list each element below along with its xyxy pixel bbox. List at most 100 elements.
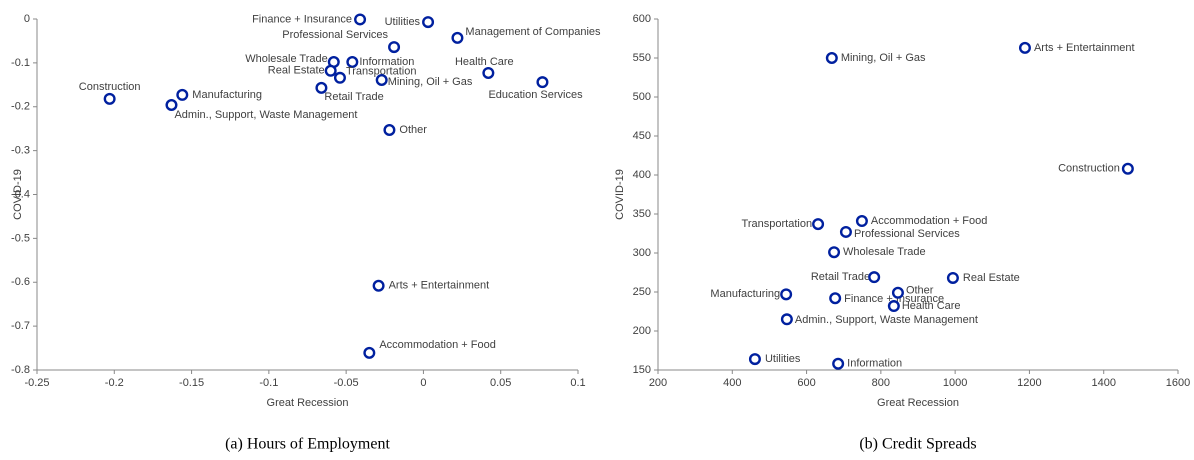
point-label: Construction <box>79 81 141 93</box>
point-label: Manufacturing <box>192 89 262 101</box>
point <box>372 279 385 292</box>
y-tick-label: -0.6 <box>11 276 30 288</box>
point <box>946 271 959 284</box>
y-tick-label: -0.7 <box>11 320 30 332</box>
point-label: Accommodation + Food <box>871 215 987 227</box>
y-tick-label: 250 <box>633 286 651 298</box>
y-tick-label: 0 <box>24 13 30 25</box>
y-tick-label: 150 <box>633 364 651 376</box>
y-tick-label: -0.8 <box>11 364 30 376</box>
x-tick-label: 0.1 <box>570 377 585 389</box>
point-label: Finance + Insurance <box>844 293 944 305</box>
point <box>451 31 464 44</box>
point-label: Retail Trade <box>811 271 870 283</box>
caption: (a) Hours of Employment <box>225 436 390 453</box>
point <box>839 225 852 238</box>
point-label: Arts + Entertainment <box>1034 42 1135 54</box>
point <box>1121 162 1134 175</box>
x-tick-label: -0.05 <box>334 377 359 389</box>
point <box>855 215 868 228</box>
point-label: Admin., Support, Waste Management <box>795 314 978 326</box>
point <box>482 66 495 79</box>
point-label: Transportation <box>346 66 417 78</box>
point-label: Transportation <box>742 218 813 230</box>
x-tick-label: 200 <box>649 377 667 389</box>
point <box>165 98 178 111</box>
point-label: Mining, Oil + Gas <box>841 52 926 64</box>
y-tick-label: -0.2 <box>11 101 30 113</box>
y-tick-label: 300 <box>633 247 651 259</box>
point <box>324 64 337 77</box>
point <box>828 246 841 259</box>
point <box>829 292 842 305</box>
point <box>780 313 793 326</box>
point <box>375 73 388 86</box>
point <box>354 13 367 26</box>
x-tick-label: 1600 <box>1166 377 1190 389</box>
point-label: Manufacturing <box>710 288 780 300</box>
x-tick-label: 1400 <box>1091 377 1115 389</box>
point <box>422 16 435 29</box>
point-label: Education Services <box>488 89 583 101</box>
y-tick-label: 500 <box>633 91 651 103</box>
point-label: Real Estate <box>268 65 325 77</box>
point-label: Finance + Insurance <box>252 13 352 25</box>
point-label: Real Estate <box>963 272 1020 284</box>
point <box>346 55 359 68</box>
point <box>780 288 793 301</box>
point <box>868 271 881 284</box>
x-tick-label: 600 <box>797 377 815 389</box>
point-label: Admin., Support, Waste Management <box>174 109 357 121</box>
point-label: Professional Services <box>854 228 960 240</box>
point <box>383 124 396 137</box>
y-tick-label: -0.5 <box>11 232 30 244</box>
point <box>1018 41 1031 54</box>
x-tick-label: 0.05 <box>490 377 511 389</box>
point-label: Information <box>847 358 902 370</box>
point <box>887 300 900 313</box>
point-label: Other <box>906 285 934 297</box>
point <box>388 41 401 54</box>
y-axis-title: COVID-19 <box>12 169 24 220</box>
x-tick-label: 1200 <box>1017 377 1041 389</box>
x-tick-label: 1000 <box>943 377 967 389</box>
x-tick-label: -0.2 <box>105 377 124 389</box>
point-label: Arts + Entertainment <box>389 280 490 292</box>
point <box>363 346 376 359</box>
point-label: Health Care <box>902 300 961 312</box>
point <box>812 218 825 231</box>
y-axis-title: COVID-19 <box>614 169 626 220</box>
x-tick-label: 800 <box>872 377 890 389</box>
point <box>825 52 838 65</box>
x-axis-title: Great Recession <box>877 397 959 409</box>
y-tick-label: -0.3 <box>11 145 30 157</box>
point-label: Professional Services <box>282 29 388 41</box>
point-label: Accommodation + Food <box>379 339 495 351</box>
point-label: Wholesale Trade <box>843 246 926 258</box>
point <box>176 88 189 101</box>
point <box>748 353 761 366</box>
x-tick-label: 0 <box>420 377 426 389</box>
y-tick-label: 550 <box>633 52 651 64</box>
point <box>333 71 346 84</box>
x-tick-label: -0.25 <box>24 377 49 389</box>
x-tick-label: -0.15 <box>179 377 204 389</box>
point-label: Utilities <box>765 353 801 365</box>
point-label: Retail Trade <box>324 91 383 103</box>
point-label: Management of Companies <box>465 26 601 38</box>
caption: (b) Credit Spreads <box>859 436 976 453</box>
x-axis-title: Great Recession <box>267 397 349 409</box>
y-tick-label: -0.4 <box>11 188 30 200</box>
point <box>536 76 549 89</box>
point-label: Wholesale Trade <box>245 53 328 65</box>
point <box>832 357 845 370</box>
point-label: Health Care <box>455 56 514 68</box>
point <box>315 81 328 94</box>
y-tick-label: 400 <box>633 169 651 181</box>
point-label: Other <box>399 124 427 136</box>
y-tick-label: 350 <box>633 208 651 220</box>
y-tick-label: 600 <box>633 13 651 25</box>
point <box>103 92 116 105</box>
y-tick-label: 200 <box>633 325 651 337</box>
